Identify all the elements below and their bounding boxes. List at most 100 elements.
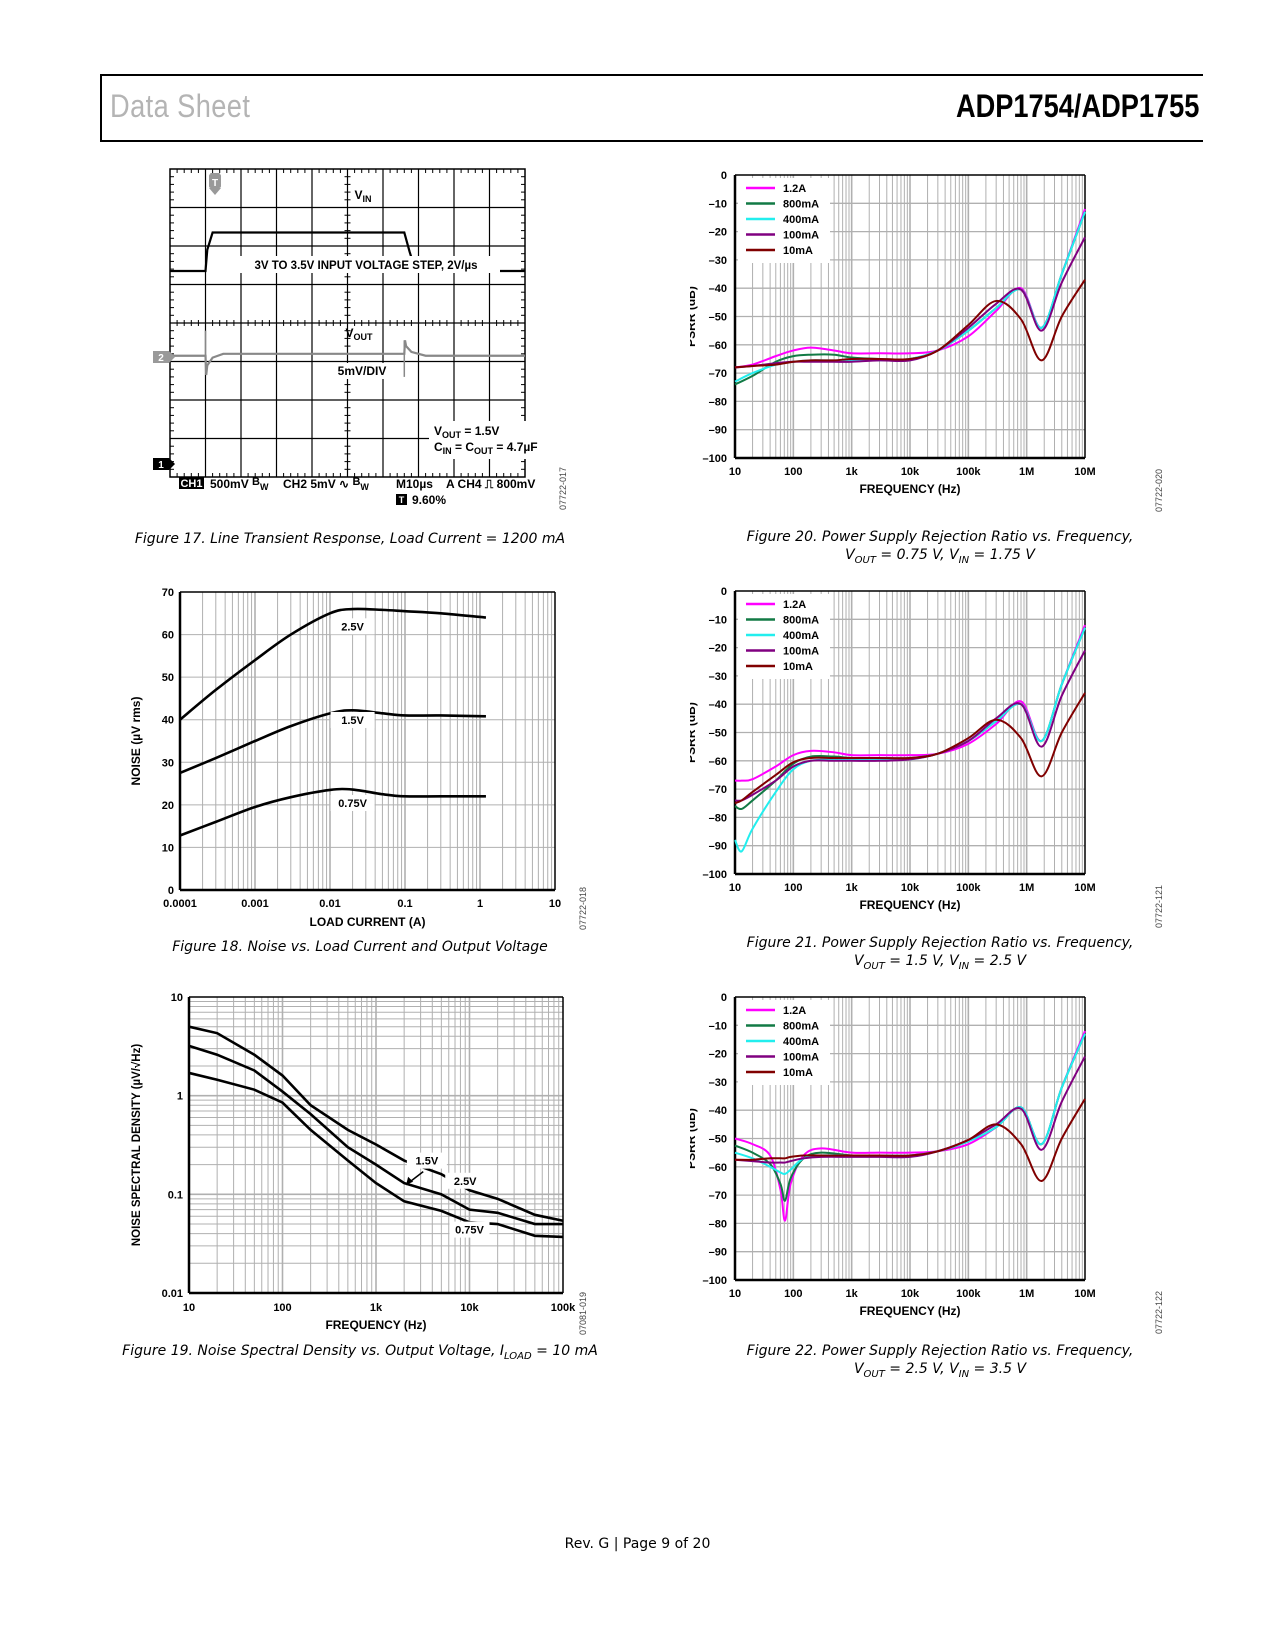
series-label-1.5V: 1.5V	[341, 715, 364, 727]
series-line-2.5V	[188, 1025, 564, 1223]
y-tick-label: –100	[703, 869, 727, 881]
figure-17-caption: Figure 17. Line Transient Response, Load…	[134, 531, 566, 547]
figure-18-caption: Figure 18. Noise vs. Load Current and Ou…	[172, 939, 548, 955]
y-tick-label: 0.1	[168, 1189, 183, 1201]
annotation-1.5V: 1.5V	[416, 1156, 439, 1168]
legend-label-800mA: 800mA	[783, 1021, 819, 1033]
y-tick-label: 0	[721, 170, 727, 182]
x-tick-label: 10	[183, 1302, 195, 1314]
x-tick-label: 0.0001	[163, 898, 197, 910]
y-tick-label: 30	[162, 757, 174, 769]
x-tick-label: 10	[729, 882, 741, 894]
vin-label: VIN	[354, 188, 371, 204]
x-tick-label: 100k	[956, 1288, 981, 1300]
step-description-label: 3V TO 3.5V INPUT VOLTAGE STEP, 2V/µs	[254, 260, 477, 272]
x-tick-label: 100k	[551, 1302, 576, 1314]
ch2-marker-label: 2	[158, 353, 164, 364]
y-tick-label: –100	[703, 1275, 727, 1287]
annotation-bg	[445, 1172, 486, 1189]
figure-20-caption: Figure 20. Power Supply Rejection Ratio …	[746, 529, 1134, 566]
y-tick-label: –100	[703, 453, 727, 465]
y-tick-label: 10	[171, 992, 183, 1004]
figure-19-code: 07081-019	[578, 1291, 588, 1335]
x-tick-label: 0.01	[319, 898, 340, 910]
x-tick-label: 10M	[1074, 1288, 1095, 1300]
x-tick-label: 1k	[370, 1302, 383, 1314]
y-tick-label: –40	[709, 283, 727, 295]
x-tick-label: 1k	[846, 466, 859, 478]
series-label-0.75V: 0.75V	[338, 798, 367, 810]
x-axis-label: FREQUENCY (Hz)	[859, 482, 960, 496]
figure-21-caption: Figure 21. Power Supply Rejection Ratio …	[746, 935, 1134, 972]
y-axis-label: PSRR (dB)	[690, 702, 698, 763]
figure-20-code: 07722-020	[1154, 468, 1164, 512]
x-tick-label: 1M	[1019, 882, 1034, 894]
series-line-10mA	[734, 1098, 1086, 1182]
legend-label-800mA: 800mA	[783, 199, 819, 211]
trigger-settings: A CH4 ⎍ 800mV	[446, 477, 535, 491]
series-line-0.75V	[179, 787, 486, 837]
series-line-1.5V	[179, 709, 486, 775]
x-tick-label: 0.001	[241, 898, 269, 910]
y-tick-label: 1	[177, 1091, 183, 1103]
vout-label: VOUT	[345, 326, 373, 342]
y-tick-label: –50	[709, 312, 727, 324]
figure-21-caption-line1: Figure 21. Power Supply Rejection Ratio …	[746, 935, 1134, 951]
x-axis-label: FREQUENCY (Hz)	[859, 1304, 960, 1318]
legend-label-100mA: 100mA	[783, 1052, 819, 1064]
y-tick-label: –80	[709, 812, 727, 824]
x-tick-label: 100k	[956, 466, 981, 478]
series-label-bg	[330, 794, 375, 811]
y-tick-label: 10	[162, 842, 174, 854]
series-line-0.75V	[188, 1071, 564, 1239]
legend-label-10mA: 10mA	[783, 661, 813, 673]
y-tick-label: –10	[709, 614, 727, 626]
legend-label-1.2A: 1.2A	[783, 1005, 806, 1017]
y-tick-label: –50	[709, 1134, 727, 1146]
y-tick-label: –60	[709, 340, 727, 352]
x-tick-label: 10M	[1074, 466, 1095, 478]
y-tick-label: –30	[709, 671, 727, 683]
y-tick-label: 0.01	[162, 1288, 183, 1300]
legend-label-400mA: 400mA	[783, 630, 819, 642]
figure-19-noise-density-chart: 0.01 0.1 1 10 10 100 1k 10k 100k FREQUENCY (Hz) NO…	[130, 992, 576, 1332]
y-tick-label: –10	[709, 198, 727, 210]
series-line-100mA	[734, 1055, 1086, 1164]
x-tick-label: 10M	[1074, 882, 1095, 894]
x-tick-label: 10	[549, 898, 561, 910]
series-label-bg	[330, 618, 375, 635]
y-axis-label: NOISE (µV rms)	[129, 697, 143, 786]
y-tick-label: 0	[168, 885, 174, 897]
series-label-2.5V: 2.5V	[341, 621, 364, 633]
y-tick-label: 0	[721, 586, 727, 598]
legend-label-10mA: 10mA	[783, 1067, 813, 1079]
y-tick-label: –70	[709, 1190, 727, 1202]
annotation-arrowhead	[406, 1176, 414, 1185]
x-tick-label: 0.1	[397, 898, 412, 910]
y-tick-label: –40	[709, 1105, 727, 1117]
x-axis-label: FREQUENCY (Hz)	[859, 898, 960, 912]
annotation-2.5V: 2.5V	[454, 1176, 477, 1188]
y-tick-label: –60	[709, 756, 727, 768]
y-tick-label: –90	[709, 841, 727, 853]
y-tick-label: –10	[709, 1020, 727, 1032]
y-axis-label: PSRR (dB)	[690, 1108, 698, 1169]
x-tick-label: 100	[784, 466, 802, 478]
y-tick-label: –80	[709, 1218, 727, 1230]
legend-label-100mA: 100mA	[783, 646, 819, 658]
trigger-position-value: 9.60%	[412, 493, 446, 507]
y-axis-label: NOISE SPECTRAL DENSITY (µV/√Hz)	[130, 1044, 143, 1246]
ch2-marker: 2	[153, 351, 175, 364]
ch1-settings: 500mV BW	[210, 476, 269, 492]
legend-label-1.2A: 1.2A	[783, 183, 806, 195]
legend-label-800mA: 800mA	[783, 615, 819, 627]
y-tick-label: –60	[709, 1162, 727, 1174]
y-tick-label: –40	[709, 699, 727, 711]
series-label-bg	[330, 711, 375, 728]
x-tick-label: 10	[729, 1288, 741, 1300]
trigger-marker-label: T	[212, 178, 218, 189]
x-tick-label: 100k	[956, 882, 981, 894]
ch2-settings: CH2 5mV ∿ BW	[283, 476, 369, 492]
